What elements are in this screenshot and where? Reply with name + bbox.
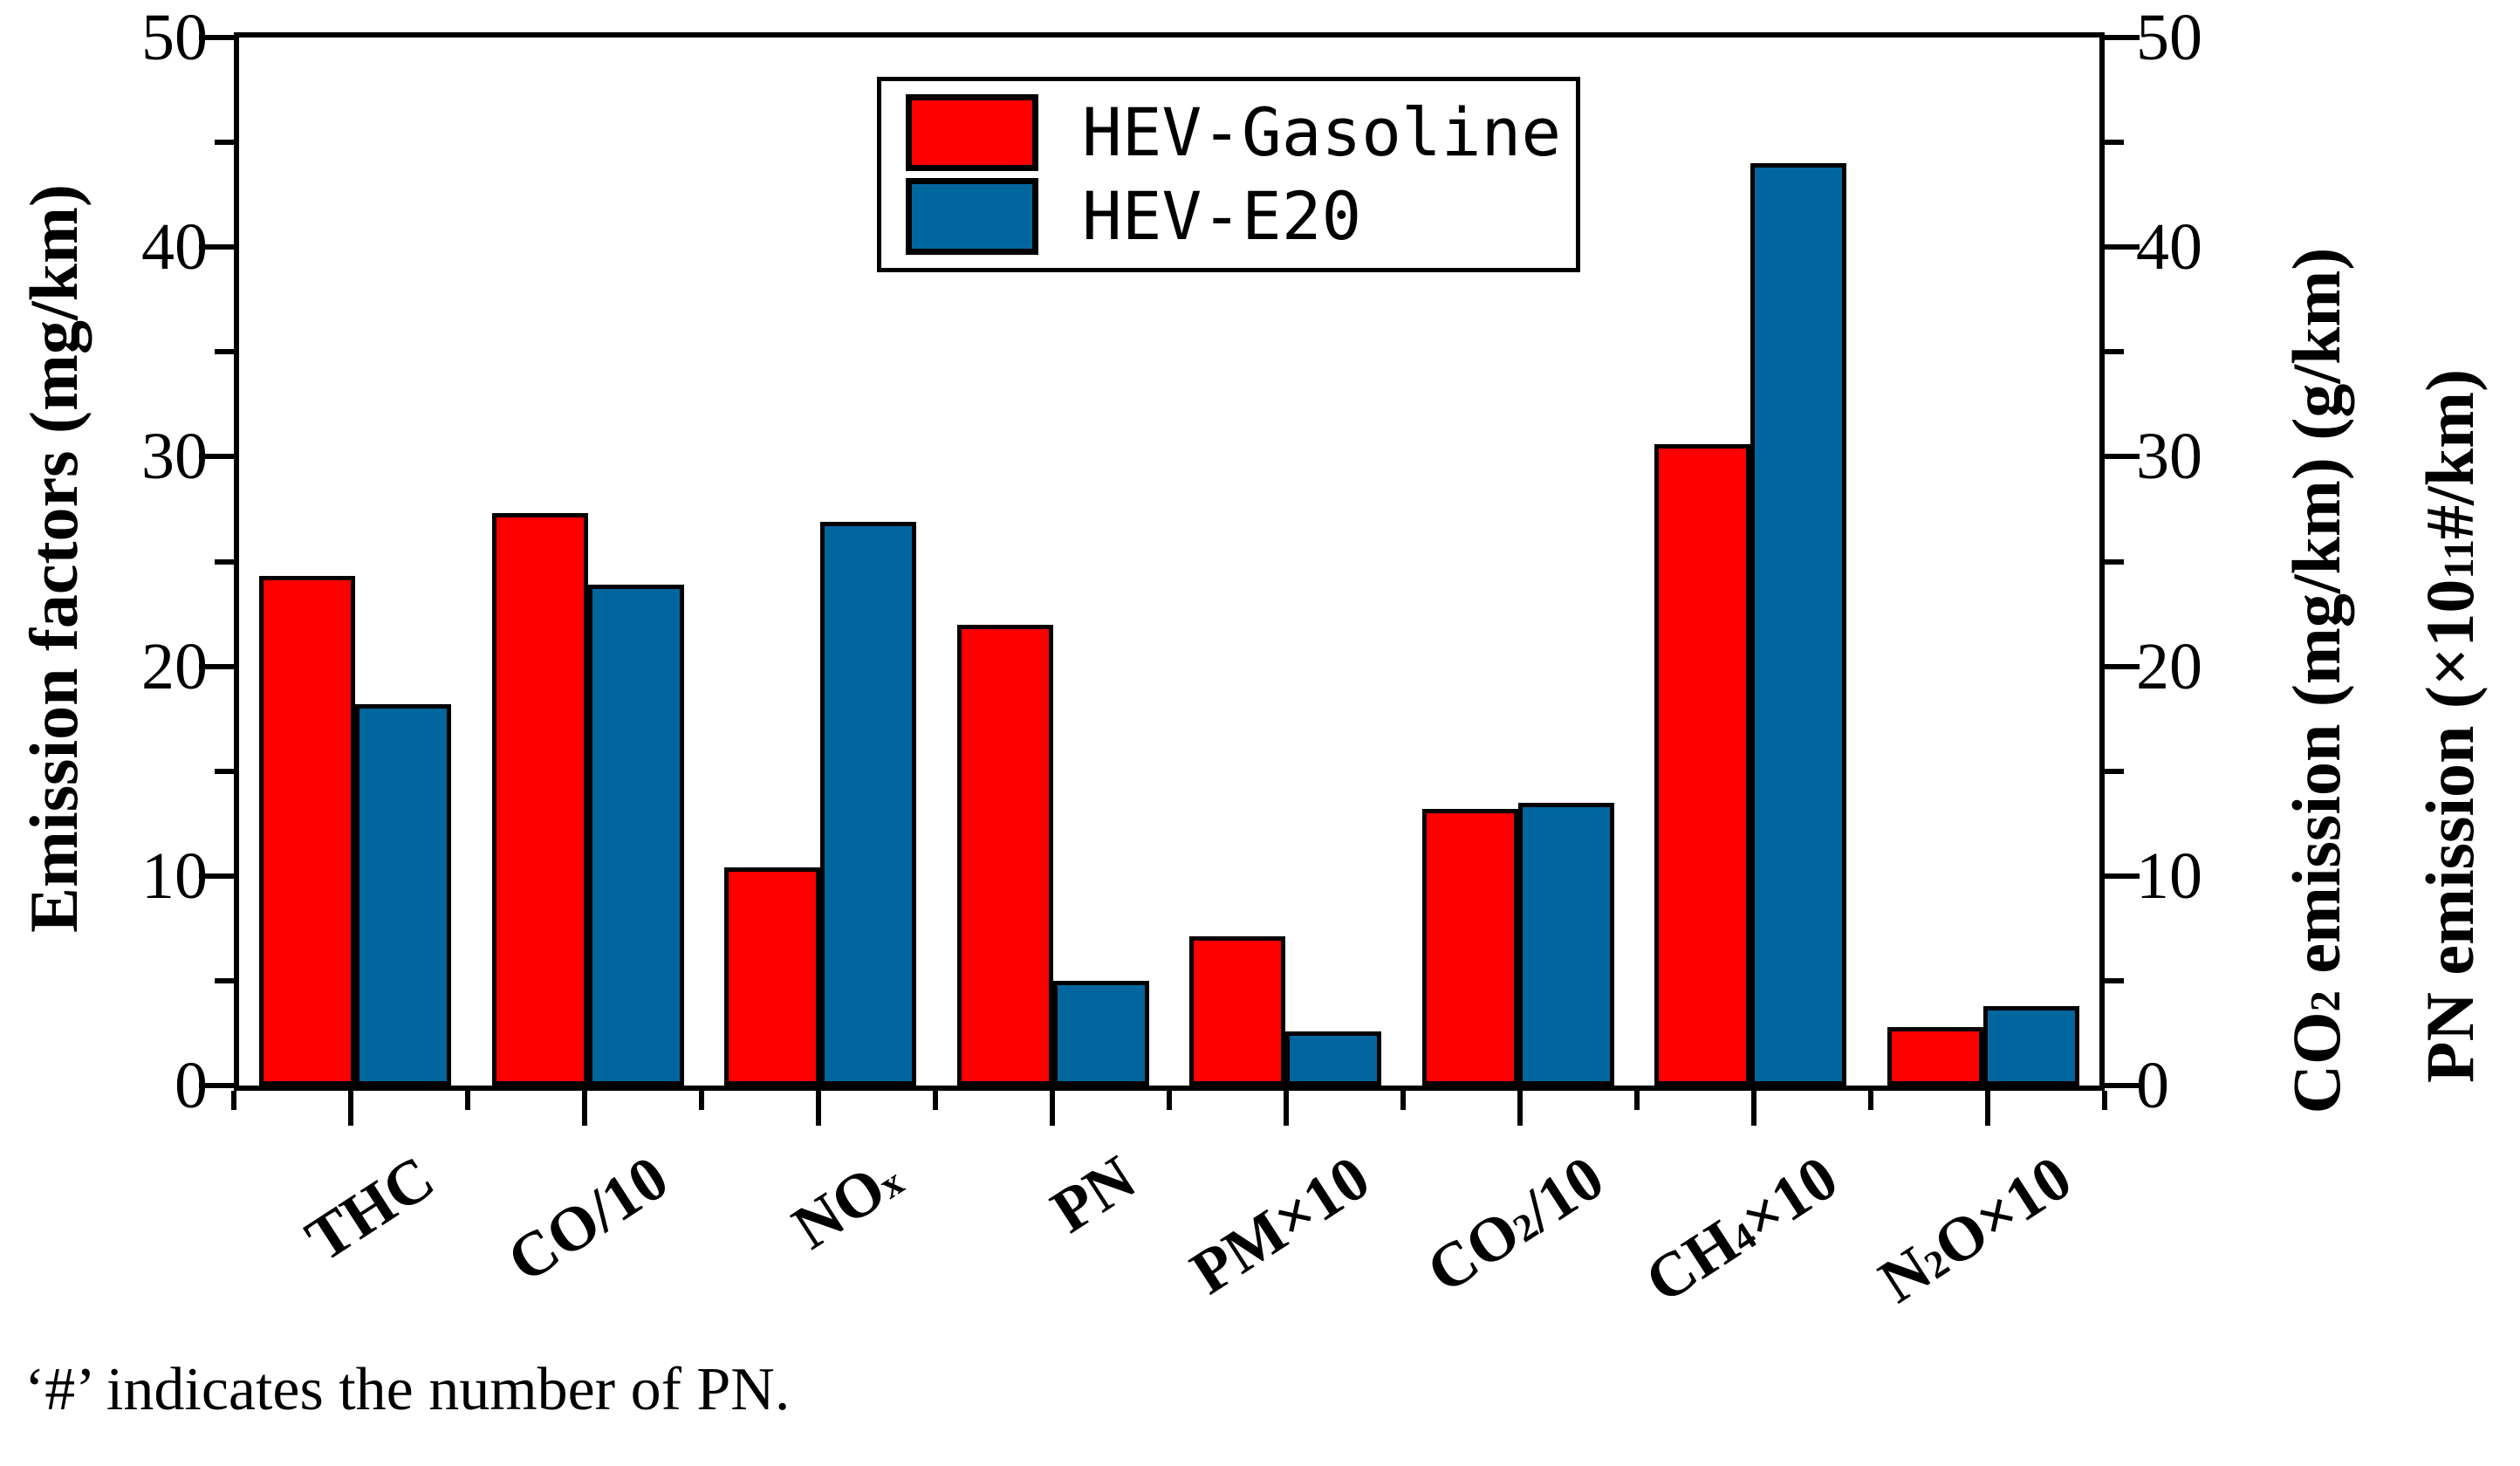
x-category-label: N2O×10 — [1866, 1141, 2084, 1317]
y-tick-left — [199, 873, 234, 879]
y-tick-right — [2105, 140, 2124, 145]
x-category-label: PM×10 — [1178, 1141, 1382, 1308]
bar-hev-gasoline-co210 — [1422, 809, 1518, 1086]
y-tick-label-right: 40 — [2136, 210, 2202, 284]
x-category-label: CO2/10 — [1414, 1141, 1616, 1307]
x-major-tick — [348, 1091, 353, 1126]
bar-hev-e20-pm10 — [1285, 1031, 1381, 1086]
bar-hev-gasoline-nox — [724, 867, 820, 1086]
y-tick-right — [2105, 769, 2124, 774]
x-major-tick — [816, 1091, 821, 1126]
y-tick-label-right: 0 — [2136, 1049, 2169, 1122]
y-tick-label-left: 10 — [141, 839, 208, 913]
y-tick-left — [199, 35, 234, 40]
y-tick-left — [215, 349, 234, 354]
y-tick-right — [2105, 35, 2140, 40]
y-tick-right — [2105, 978, 2124, 983]
x-major-tick — [582, 1091, 587, 1126]
bar-hev-e20-thc — [355, 704, 451, 1086]
y-tick-right — [2105, 559, 2124, 565]
y-tick-label-left: 30 — [141, 420, 208, 493]
y-tick-right — [2105, 873, 2140, 879]
y-tick-label-left: 20 — [141, 630, 208, 703]
x-major-tick — [1751, 1091, 1756, 1126]
y-tick-label-right: 10 — [2136, 839, 2202, 913]
legend-swatch-e20 — [906, 178, 1038, 256]
bar-hev-e20-co210 — [1518, 803, 1614, 1086]
bar-hev-e20-pn — [1053, 981, 1149, 1086]
y-tick-label-left: 40 — [141, 210, 208, 284]
y-tick-left — [199, 454, 234, 459]
x-category-label: PN — [1039, 1141, 1148, 1247]
y-tick-left — [215, 140, 234, 145]
y-tick-left — [199, 244, 234, 250]
x-minor-tick — [1167, 1091, 1172, 1110]
x-minor-tick — [1868, 1091, 1873, 1110]
x-major-tick — [1050, 1091, 1055, 1126]
x-category-label: THC — [293, 1141, 447, 1275]
x-minor-tick — [699, 1091, 704, 1110]
left-axis-title: Emission factors (mg/km) — [16, 184, 92, 933]
x-category-label: CH4×10 — [1633, 1141, 1850, 1317]
x-major-tick — [1284, 1091, 1289, 1126]
bar-hev-e20-ch410 — [1750, 163, 1846, 1086]
y-tick-left — [215, 559, 234, 565]
bar-hev-e20-nox — [820, 522, 916, 1086]
y-tick-right — [2105, 454, 2140, 459]
legend-row-gasoline: HEV-Gasoline — [881, 92, 1576, 171]
x-major-tick — [1985, 1091, 1990, 1126]
y-tick-right — [2105, 349, 2124, 354]
x-minor-tick — [933, 1091, 938, 1110]
y-tick-right — [2105, 1083, 2140, 1088]
y-tick-label-right: 50 — [2136, 1, 2202, 74]
x-minor-tick — [465, 1091, 470, 1110]
y-tick-right — [2105, 244, 2140, 250]
y-tick-right — [2105, 664, 2140, 669]
bar-hev-gasoline-co10 — [492, 513, 588, 1086]
y-tick-left — [199, 664, 234, 669]
legend-label-gasoline: HEV-Gasoline — [1082, 92, 1562, 171]
y-tick-label-left: 50 — [141, 1, 208, 74]
y-tick-label-right: 30 — [2136, 420, 2202, 493]
legend-label-e20: HEV-E20 — [1082, 177, 1362, 256]
y-tick-left — [215, 978, 234, 983]
bars-container — [239, 38, 2099, 1086]
bar-hev-gasoline-n2o10 — [1887, 1027, 1983, 1086]
bar-hev-e20-co10 — [588, 585, 684, 1086]
bar-hev-gasoline-ch410 — [1654, 444, 1750, 1086]
bar-hev-e20-n2o10 — [1983, 1006, 2079, 1086]
bar-hev-gasoline-pn — [957, 625, 1053, 1086]
x-minor-tick — [1400, 1091, 1406, 1110]
y-tick-label-left: 0 — [175, 1049, 208, 1122]
x-major-tick — [1517, 1091, 1523, 1126]
y-tick-left — [215, 769, 234, 774]
legend-swatch-gasoline — [906, 93, 1038, 171]
x-category-label: NOx — [780, 1152, 911, 1263]
figure-caption: ‘#’ indicates the number of PN. — [24, 1356, 791, 1423]
y-tick-left — [199, 1083, 234, 1088]
bar-hev-gasoline-thc — [259, 576, 355, 1086]
x-minor-tick — [1634, 1091, 1640, 1110]
x-category-label: CO/10 — [495, 1141, 681, 1296]
x-minor-tick — [2102, 1091, 2107, 1110]
bar-hev-gasoline-pm10 — [1189, 936, 1285, 1086]
legend-row-e20: HEV-E20 — [881, 177, 1576, 256]
legend: HEV-Gasoline HEV-E20 — [877, 77, 1580, 272]
x-minor-tick — [231, 1091, 236, 1110]
right-axis-title-pn: PN emission (×1011#/km) — [2412, 368, 2488, 1084]
y-tick-label-right: 20 — [2136, 630, 2202, 703]
